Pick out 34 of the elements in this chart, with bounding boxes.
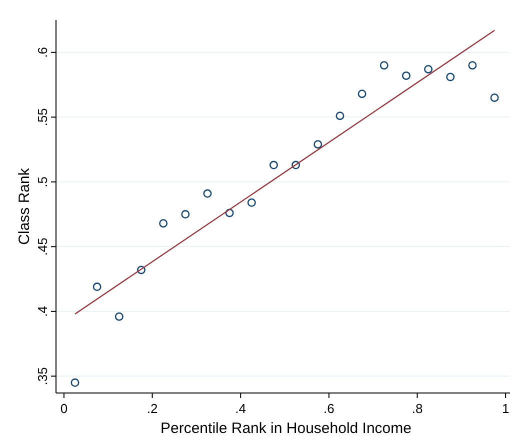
x-tick-label: .8 bbox=[412, 401, 423, 416]
point bbox=[380, 61, 388, 70]
point bbox=[468, 61, 477, 70]
point bbox=[402, 71, 410, 80]
point bbox=[424, 64, 433, 74]
point bbox=[225, 208, 234, 218]
x-tick-label: .6 bbox=[324, 401, 334, 416]
point bbox=[92, 282, 102, 292]
point bbox=[358, 90, 366, 98]
point bbox=[446, 72, 455, 82]
point bbox=[203, 189, 212, 198]
point bbox=[336, 112, 344, 120]
y-tick-label: .5 bbox=[35, 176, 50, 188]
point bbox=[136, 266, 146, 274]
y-axis-title: Class Rank bbox=[16, 168, 33, 245]
x-tick-label: 1 bbox=[502, 401, 510, 416]
point bbox=[181, 210, 190, 219]
x-tick-label: .2 bbox=[146, 401, 158, 416]
x-axis-title: Percentile Rank in Household Income bbox=[160, 420, 412, 437]
y-tick-label: .35 bbox=[35, 367, 50, 386]
y-tick-label: .45 bbox=[35, 238, 50, 256]
point bbox=[114, 312, 124, 321]
point bbox=[269, 160, 278, 170]
point bbox=[247, 198, 256, 207]
y-tick-label: .55 bbox=[35, 108, 50, 126]
x-tick-label: .4 bbox=[235, 401, 246, 416]
x-tick-label: 0 bbox=[60, 401, 68, 416]
point bbox=[159, 219, 168, 228]
point bbox=[70, 378, 80, 387]
point bbox=[292, 160, 300, 170]
point bbox=[490, 93, 499, 102]
point bbox=[314, 140, 322, 149]
y-tick-label: .4 bbox=[35, 306, 50, 317]
y-tick-label: .6 bbox=[35, 46, 50, 58]
